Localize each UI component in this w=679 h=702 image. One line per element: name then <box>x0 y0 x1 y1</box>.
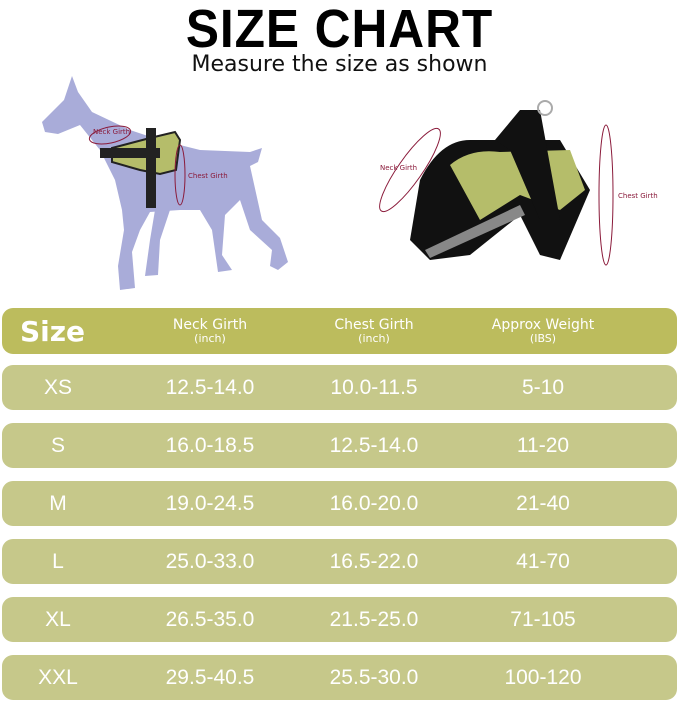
dog-harness <box>100 128 182 208</box>
cell-neck-girth: 26.5-35.0 <box>165 607 255 631</box>
table-row: L 25.0-33.0 16.5-22.0 41-70 <box>2 539 677 584</box>
table-row: XL 26.5-35.0 21.5-25.0 71-105 <box>2 597 677 642</box>
neck-girth-loop <box>88 125 132 145</box>
harness-product <box>410 100 590 260</box>
cell-chest-girth: 16.5-22.0 <box>329 549 419 573</box>
dog-neck-label: Neck Girth <box>93 128 130 136</box>
cell-neck-girth: 19.0-24.5 <box>165 491 255 515</box>
cell-chest-girth: 12.5-14.0 <box>329 433 419 457</box>
cell-neck-girth: 16.0-18.5 <box>165 433 255 457</box>
cell-size: S <box>50 433 65 457</box>
cell-neck-girth: 12.5-14.0 <box>165 375 255 399</box>
cell-approx-weight: 100-120 <box>504 665 582 689</box>
cell-approx-weight: 71-105 <box>510 607 576 631</box>
cell-chest-girth: 10.0-11.5 <box>330 375 418 399</box>
chest-girth-loop <box>174 144 186 206</box>
table-row: S 16.0-18.5 12.5-14.0 11-20 <box>2 423 677 468</box>
cell-size: XS <box>43 375 72 399</box>
header-approx-weight: Approx Weight (IBS) <box>458 308 628 354</box>
header-neck-girth: Neck Girth (inch) <box>132 308 288 354</box>
cell-approx-weight: 5-10 <box>521 375 565 399</box>
measurement-illustration: Neck Girth Chest Girth Neck Girth Chest … <box>42 76 658 290</box>
header-unit: (inch) <box>358 332 390 345</box>
cell-size: L <box>52 549 64 573</box>
table-row: XS 12.5-14.0 10.0-11.5 5-10 <box>2 365 677 410</box>
cell-approx-weight: 21-40 <box>516 491 570 515</box>
cell-neck-girth: 29.5-40.5 <box>165 665 255 689</box>
cell-chest-girth: 25.5-30.0 <box>329 665 419 689</box>
header-chest-girth: Chest Girth (inch) <box>296 308 452 354</box>
cell-chest-girth: 21.5-25.0 <box>329 607 419 631</box>
page-subtitle: Measure the size as shown <box>191 52 488 77</box>
header-label: Neck Girth <box>172 317 248 333</box>
cell-size: XL <box>45 607 71 631</box>
header-unit: (inch) <box>194 332 226 345</box>
harness-neck-label: Neck Girth <box>380 164 417 172</box>
table-row: M 19.0-24.5 16.0-20.0 21-40 <box>2 481 677 526</box>
cell-neck-girth: 25.0-33.0 <box>165 549 255 573</box>
harness-chest-loop <box>598 124 614 266</box>
harness-chest-label: Chest Girth <box>618 192 658 200</box>
table-header-row: Size Neck Girth (inch) Chest Girth (inch… <box>2 308 677 354</box>
header-label: Approx Weight <box>491 317 595 333</box>
dog-chest-label: Chest Girth <box>188 172 228 180</box>
header-label: Chest Girth <box>334 317 414 333</box>
cell-approx-weight: 41-70 <box>516 549 570 573</box>
cell-approx-weight: 11-20 <box>516 433 570 457</box>
cell-size: XXL <box>38 665 78 689</box>
header-size: Size <box>20 314 86 348</box>
cell-chest-girth: 16.0-20.0 <box>329 491 419 515</box>
cell-size: M <box>49 491 67 515</box>
header-unit: (IBS) <box>529 332 557 345</box>
harness-neck-loop <box>379 127 441 213</box>
dog-silhouette <box>42 76 288 290</box>
table-row: XXL 29.5-40.5 25.5-30.0 100-120 <box>2 655 677 700</box>
page-title: SIZE CHART <box>185 0 494 59</box>
